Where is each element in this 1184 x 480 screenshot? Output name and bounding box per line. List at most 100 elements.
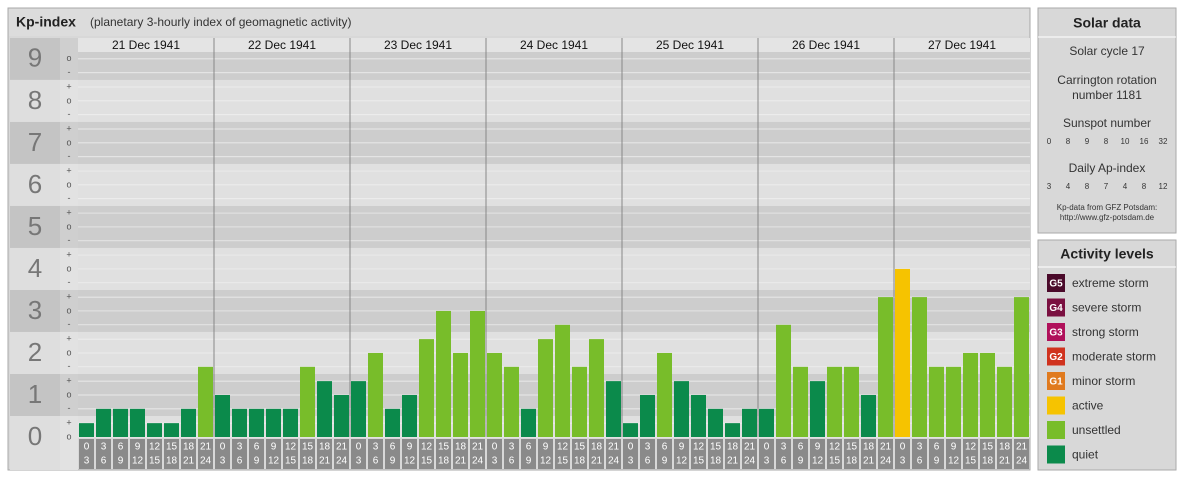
bar bbox=[334, 394, 349, 437]
hour-box bbox=[776, 439, 791, 469]
hour-box bbox=[198, 439, 213, 469]
bar bbox=[79, 423, 94, 437]
hour-box bbox=[504, 439, 519, 469]
bar bbox=[691, 394, 706, 437]
hour-box bbox=[334, 439, 349, 469]
bar bbox=[912, 297, 927, 437]
ap-title: Daily Ap-index bbox=[1069, 161, 1146, 175]
hour-label: 6 bbox=[917, 456, 923, 467]
hour-label: 9 bbox=[662, 456, 668, 467]
hour-label: 18 bbox=[999, 442, 1011, 453]
bar bbox=[657, 352, 672, 437]
hour-label: 18 bbox=[455, 442, 467, 453]
hour-box bbox=[980, 439, 995, 469]
hour-box bbox=[402, 439, 417, 469]
hour-label: 18 bbox=[574, 456, 586, 467]
hour-label: 9 bbox=[798, 456, 804, 467]
bar bbox=[419, 339, 434, 437]
y-tick-label: 1 bbox=[28, 379, 42, 409]
hour-box bbox=[810, 439, 825, 469]
hour-label: 18 bbox=[302, 456, 314, 467]
hour-label: 21 bbox=[200, 442, 212, 453]
hour-box bbox=[929, 439, 944, 469]
hour-label: 12 bbox=[557, 442, 569, 453]
bar bbox=[249, 408, 264, 437]
y-tick-label: 3 bbox=[28, 295, 42, 325]
minor-tick-label: o bbox=[66, 305, 71, 315]
hour-label: 9 bbox=[526, 456, 532, 467]
hour-label: 3 bbox=[101, 442, 107, 453]
legend-label: severe storm bbox=[1072, 301, 1141, 315]
hour-box bbox=[827, 439, 842, 469]
hour-box bbox=[725, 439, 740, 469]
hour-label: 6 bbox=[118, 442, 124, 453]
bar bbox=[929, 366, 944, 437]
hour-label: 21 bbox=[472, 442, 484, 453]
bar bbox=[232, 408, 247, 437]
hour-box bbox=[1014, 439, 1029, 469]
hour-label: 21 bbox=[880, 442, 892, 453]
hour-label: 15 bbox=[166, 442, 178, 453]
legend-label: unsettled bbox=[1072, 423, 1121, 437]
bar bbox=[725, 423, 740, 437]
hour-box bbox=[555, 439, 570, 469]
minor-tick-label: + bbox=[66, 333, 71, 343]
hour-label: 9 bbox=[118, 456, 124, 467]
hour-box bbox=[912, 439, 927, 469]
minor-tick-label: o bbox=[66, 53, 71, 63]
bar bbox=[181, 408, 196, 437]
hour-box bbox=[844, 439, 859, 469]
band bbox=[10, 121, 60, 164]
hour-label: 15 bbox=[574, 442, 586, 453]
sunspot-value: 9 bbox=[1085, 137, 1090, 146]
day-label: 27 Dec 1941 bbox=[928, 38, 996, 52]
hour-label: 9 bbox=[815, 442, 821, 453]
band bbox=[10, 163, 60, 206]
hour-label: 24 bbox=[880, 456, 892, 467]
hour-label: 6 bbox=[509, 456, 515, 467]
bar bbox=[555, 324, 570, 437]
legend-swatch bbox=[1047, 421, 1065, 439]
minor-tick-label: o bbox=[66, 389, 71, 399]
hour-box bbox=[521, 439, 536, 469]
hour-label: 18 bbox=[166, 456, 178, 467]
hour-label: 3 bbox=[781, 442, 787, 453]
day-label: 23 Dec 1941 bbox=[384, 38, 452, 52]
ap-value: 8 bbox=[1142, 182, 1147, 191]
legend-label: minor storm bbox=[1072, 374, 1135, 388]
minor-tick-label: o bbox=[66, 263, 71, 273]
hour-box bbox=[861, 439, 876, 469]
ap-value: 12 bbox=[1159, 182, 1168, 191]
rotation: number 1181 bbox=[1072, 88, 1142, 102]
sunspot-value: 0 bbox=[1047, 137, 1052, 146]
hour-label: 15 bbox=[829, 456, 841, 467]
title-bar bbox=[9, 9, 1029, 36]
hour-box bbox=[623, 439, 638, 469]
hour-box bbox=[368, 439, 383, 469]
legend-label: strong storm bbox=[1072, 325, 1139, 339]
hour-box bbox=[674, 439, 689, 469]
bar bbox=[895, 268, 910, 437]
y-tick-label: 2 bbox=[28, 337, 42, 367]
hour-box bbox=[606, 439, 621, 469]
hour-box bbox=[470, 439, 485, 469]
hour-box bbox=[691, 439, 706, 469]
hour-box bbox=[266, 439, 281, 469]
legend-swatch bbox=[1047, 347, 1065, 366]
band bbox=[60, 415, 78, 470]
bar bbox=[827, 366, 842, 437]
hour-box bbox=[113, 439, 128, 469]
hour-label: 21 bbox=[591, 456, 603, 467]
hour-label: 18 bbox=[319, 442, 331, 453]
legend-code: G1 bbox=[1049, 377, 1063, 388]
hour-box bbox=[742, 439, 757, 469]
y-tick-label: 8 bbox=[28, 85, 42, 115]
hour-label: 15 bbox=[965, 456, 977, 467]
band bbox=[60, 331, 78, 374]
hour-box bbox=[130, 439, 145, 469]
hour-label: 21 bbox=[1016, 442, 1028, 453]
hour-label: 3 bbox=[509, 442, 515, 453]
hour-box bbox=[96, 439, 111, 469]
bar bbox=[215, 394, 230, 437]
hour-label: 21 bbox=[999, 456, 1011, 467]
